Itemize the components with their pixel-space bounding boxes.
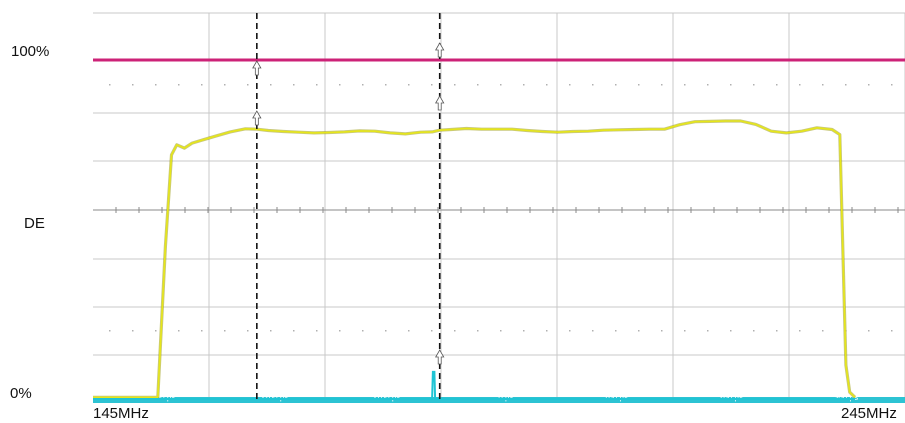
grid-dot (730, 330, 732, 332)
grid-dot (454, 84, 456, 86)
grid-dot (477, 84, 479, 86)
grid-dot (132, 330, 134, 332)
trace-line (93, 120, 856, 399)
grid-dot (868, 84, 870, 86)
grid-dot (293, 84, 295, 86)
grid-dot (822, 84, 824, 86)
grid-dot (730, 84, 732, 86)
grid-dot (293, 330, 295, 332)
grid-dot (523, 84, 525, 86)
time-tick-labels: -300 µs -200 µs -100 µs 0 µs 100 µs 200 µs 300… (149, 393, 859, 402)
y-label-middle: DE (24, 215, 45, 232)
grid-dot (684, 330, 686, 332)
grid-dot (431, 84, 433, 86)
time-tick-label: -200 µs (262, 393, 289, 402)
grid-dot (753, 330, 755, 332)
grid-dot (822, 330, 824, 332)
y-label-bottom: 0% (10, 385, 32, 402)
grid-dot (592, 330, 594, 332)
grid-dot (339, 330, 341, 332)
grid-dot (178, 330, 180, 332)
cursor-marker-icon[interactable] (252, 110, 262, 126)
grid-dot (201, 84, 203, 86)
time-tick-label: 0 µs (498, 393, 513, 402)
grid-dot (385, 84, 387, 86)
y-label-top: 100% (11, 43, 49, 60)
grid-dot (684, 84, 686, 86)
grid-dot (661, 330, 663, 332)
grid-dot (592, 84, 594, 86)
x-label-right: 245MHz (841, 405, 897, 422)
grid-dot (247, 84, 249, 86)
grid-dot (615, 84, 617, 86)
grid-dot (178, 84, 180, 86)
cursor-marker-icon[interactable] (435, 95, 445, 111)
grid-dot (845, 84, 847, 86)
grid-dot (523, 330, 525, 332)
grid-dot (109, 330, 111, 332)
grid-dot (270, 84, 272, 86)
grid-dot (431, 330, 433, 332)
cursor-marker-icon[interactable] (435, 42, 445, 58)
grid-dot (546, 330, 548, 332)
grid-dot (201, 330, 203, 332)
grid-dot (661, 84, 663, 86)
time-tick-label: 300 µs (834, 393, 858, 402)
cursor-marker-icon[interactable] (252, 60, 262, 76)
grid-dot (891, 330, 893, 332)
time-tick-label: 200 µs (719, 393, 743, 402)
grid-dot (776, 330, 778, 332)
trace-line-secondary (93, 370, 855, 400)
grid-dot (224, 330, 226, 332)
grid-dot (546, 84, 548, 86)
grid-dot (500, 330, 502, 332)
grid-dot (776, 84, 778, 86)
trace-series (93, 119, 857, 400)
grid-dot (753, 84, 755, 86)
grid-dot (270, 330, 272, 332)
grid-dot (477, 330, 479, 332)
grid-dot (707, 84, 709, 86)
time-tick-label: -100 µs (374, 393, 401, 402)
grid-dot (799, 84, 801, 86)
grid-dot (224, 84, 226, 86)
grid-dot (109, 84, 111, 86)
grid-dot (316, 330, 318, 332)
grid-dot (408, 330, 410, 332)
grid-dot (500, 84, 502, 86)
time-tick-label: -300 µs (149, 393, 176, 402)
grid (93, 12, 905, 402)
grid-dot (799, 330, 801, 332)
grid-dot (569, 84, 571, 86)
grid-dot (891, 84, 893, 86)
grid-dot (132, 84, 134, 86)
grid-dot (247, 330, 249, 332)
grid-dot (707, 330, 709, 332)
grid-dot (339, 84, 341, 86)
grid-dot (385, 330, 387, 332)
grid-dot (155, 330, 157, 332)
grid-dot (454, 330, 456, 332)
cursor-marker-icon[interactable] (435, 349, 445, 365)
time-tick-label: 100 µs (604, 393, 628, 402)
grid-dot (615, 330, 617, 332)
x-label-left: 145MHz (93, 405, 149, 422)
grid-dot (638, 84, 640, 86)
grid-dot (638, 330, 640, 332)
grid-dot (569, 330, 571, 332)
grid-dot (408, 84, 410, 86)
grid-dot (316, 84, 318, 86)
grid-dot (362, 84, 364, 86)
grid-dot (868, 330, 870, 332)
grid-dot (362, 330, 364, 332)
grid-dot (155, 84, 157, 86)
cursor-markers (252, 13, 445, 402)
